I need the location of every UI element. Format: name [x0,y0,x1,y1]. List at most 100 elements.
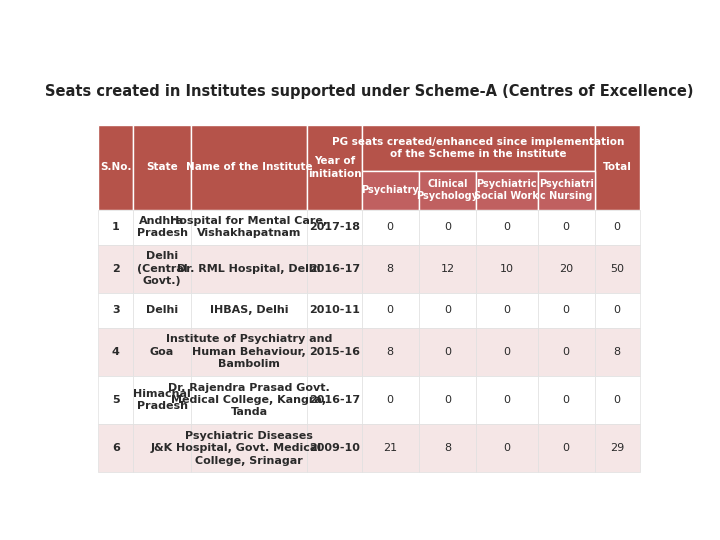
Text: 0: 0 [562,395,570,405]
Text: 0: 0 [444,347,451,357]
Bar [133,125,191,210]
Bar [595,424,639,472]
Text: S.No.: S.No. [100,163,132,172]
Text: 2009-10: 2009-10 [309,443,360,453]
Text: 2015-16: 2015-16 [309,347,360,357]
Text: 12: 12 [441,264,454,274]
Bar [361,210,419,245]
Text: 0: 0 [562,347,570,357]
Bar [133,424,191,472]
Text: 2016-17: 2016-17 [309,264,360,274]
Bar [99,245,133,293]
Text: PG seats created/enhanced since implementation
of the Scheme in the institute: PG seats created/enhanced since implemen… [332,137,624,159]
Bar [361,125,595,171]
Text: 0: 0 [503,443,510,453]
Text: Andhra
Pradesh: Andhra Pradesh [137,216,187,238]
Text: Clinical
Psychology: Clinical Psychology [416,179,478,201]
Text: J&K: J&K [151,443,173,453]
Bar [99,210,133,245]
Text: Year of
initiation: Year of initiation [307,156,361,179]
Text: 4: 4 [112,347,120,357]
Bar [361,424,419,472]
Text: 0: 0 [562,305,570,315]
Bar [538,424,595,472]
Text: 0: 0 [613,395,621,405]
Text: 21: 21 [383,443,397,453]
Bar [419,376,476,424]
Text: 2010-11: 2010-11 [309,305,360,315]
Bar [307,376,361,424]
Text: Psychiatry: Psychiatry [361,185,419,195]
Text: Goa: Goa [150,347,174,357]
Bar [595,293,639,328]
Bar [476,171,538,210]
Text: IHBAS, Delhi: IHBAS, Delhi [210,305,288,315]
Text: 0: 0 [503,305,510,315]
Bar [476,424,538,472]
Text: 2017-18: 2017-18 [309,222,360,232]
Bar [476,328,538,376]
Bar [133,328,191,376]
Bar [476,376,538,424]
Bar [361,328,419,376]
Bar [595,210,639,245]
Bar [361,245,419,293]
Text: Delhi: Delhi [146,305,178,315]
Text: Delhi
(Central
Govt.): Delhi (Central Govt.) [137,251,187,286]
Text: 5: 5 [112,395,120,405]
Text: Dr. RML Hospital, Delhi: Dr. RML Hospital, Delhi [177,264,321,274]
Text: 0: 0 [387,222,394,232]
Bar [307,125,361,210]
Bar [595,328,639,376]
Bar [307,424,361,472]
Text: 0: 0 [387,395,394,405]
Text: 10: 10 [500,264,514,274]
Text: 29: 29 [610,443,624,453]
Bar [595,125,639,210]
Text: 50: 50 [610,264,624,274]
Bar [99,376,133,424]
Bar [307,328,361,376]
Bar [538,293,595,328]
Bar [538,328,595,376]
Text: 8: 8 [613,347,621,357]
Bar [361,293,419,328]
Bar [133,293,191,328]
Text: 0: 0 [444,222,451,232]
Bar [191,245,307,293]
Text: 1: 1 [112,222,120,232]
Bar [191,328,307,376]
Bar [476,293,538,328]
Bar [191,125,307,210]
Text: Hospital for Mental Care,
Vishakhapatnam: Hospital for Mental Care, Vishakhapatnam [171,216,328,238]
Text: 20: 20 [559,264,573,274]
Bar [133,376,191,424]
Text: 6: 6 [112,443,120,453]
Text: 8: 8 [387,347,394,357]
Bar [595,245,639,293]
Text: 3: 3 [112,305,120,315]
Text: 0: 0 [444,305,451,315]
Bar [133,245,191,293]
Text: State: State [146,163,178,172]
Bar [133,210,191,245]
Text: Himachal
Pradesh: Himachal Pradesh [133,389,191,411]
Bar [419,210,476,245]
Bar [99,328,133,376]
Text: 8: 8 [387,264,394,274]
Text: 0: 0 [613,222,621,232]
Text: 0: 0 [562,443,570,453]
Bar [361,376,419,424]
Bar [191,293,307,328]
Text: Total: Total [603,163,631,172]
Bar [419,328,476,376]
Text: 8: 8 [444,443,451,453]
Text: Name of the Institute: Name of the Institute [186,163,312,172]
Bar [361,171,419,210]
Text: 0: 0 [613,305,621,315]
Text: 2: 2 [112,264,120,274]
Bar [99,424,133,472]
Text: 0: 0 [503,347,510,357]
Bar [419,245,476,293]
Text: Psychiatric
Social Work: Psychiatric Social Work [474,179,539,201]
